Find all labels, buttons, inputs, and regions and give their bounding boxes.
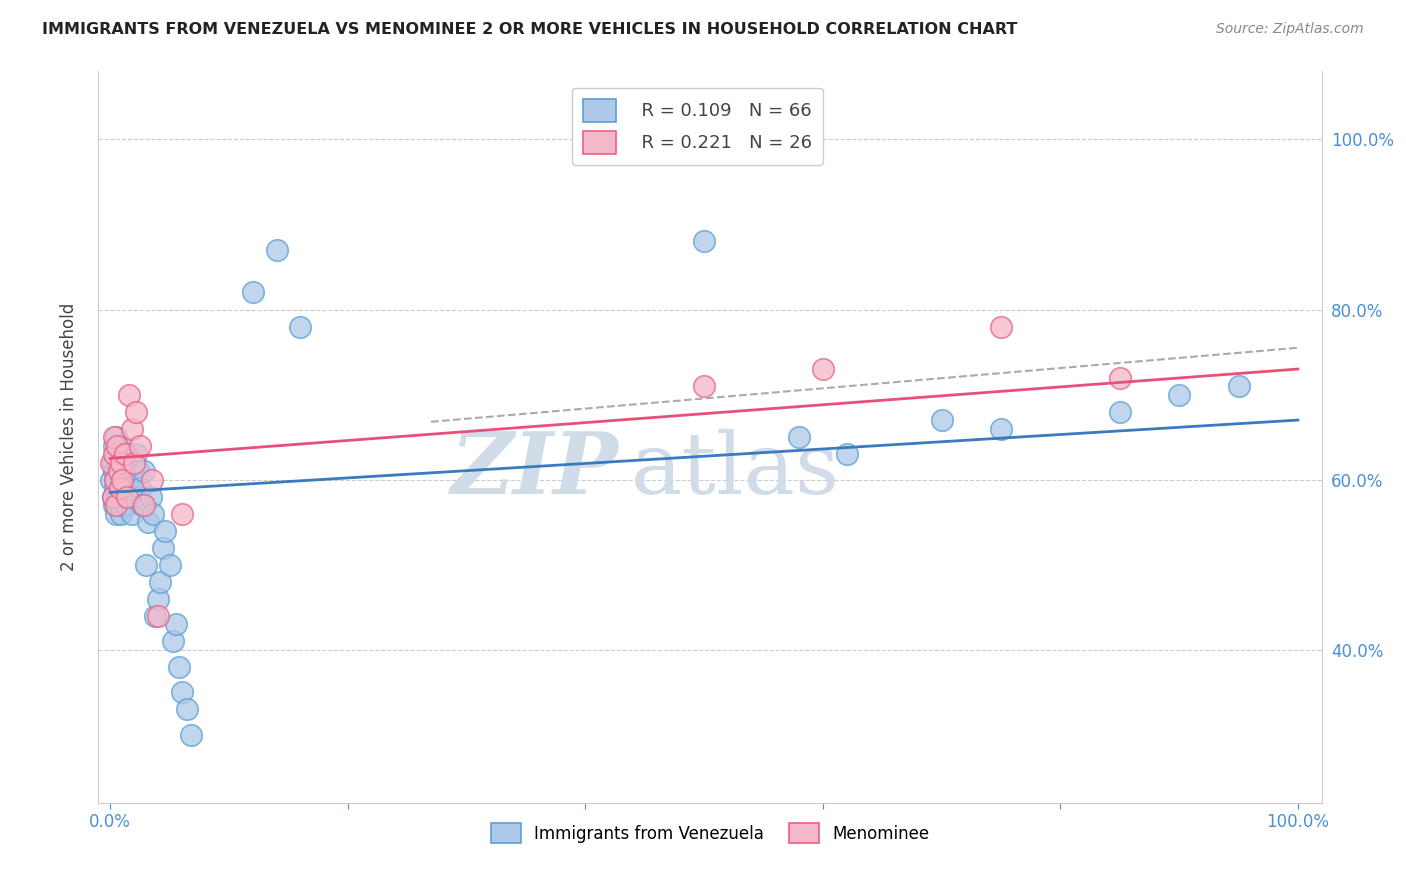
Point bbox=[111, 490, 134, 504]
Point bbox=[112, 456, 135, 470]
Text: atlas: atlas bbox=[630, 428, 839, 512]
Point bbox=[131, 498, 153, 512]
Point bbox=[105, 507, 128, 521]
Point bbox=[170, 685, 193, 699]
Point bbox=[149, 574, 172, 589]
Y-axis label: 2 or more Vehicles in Household: 2 or more Vehicles in Household bbox=[59, 303, 77, 571]
Point bbox=[100, 456, 122, 470]
Point bbox=[100, 473, 122, 487]
Point bbox=[110, 456, 132, 470]
Point bbox=[290, 319, 312, 334]
Point bbox=[165, 617, 187, 632]
Point bbox=[1227, 379, 1250, 393]
Point bbox=[693, 235, 716, 249]
Point bbox=[1108, 404, 1130, 418]
Point bbox=[139, 490, 162, 504]
Point bbox=[110, 447, 132, 461]
Point bbox=[135, 558, 157, 572]
Point bbox=[107, 456, 129, 470]
Point bbox=[124, 490, 146, 504]
Point bbox=[170, 507, 193, 521]
Point bbox=[121, 421, 143, 435]
Point bbox=[142, 507, 165, 521]
Point bbox=[105, 498, 128, 512]
Point bbox=[180, 728, 202, 742]
Point bbox=[104, 481, 127, 495]
Point bbox=[101, 490, 124, 504]
Point bbox=[127, 464, 149, 478]
Point bbox=[117, 490, 139, 504]
Point bbox=[811, 362, 834, 376]
Point bbox=[1108, 370, 1130, 384]
Point bbox=[132, 464, 155, 478]
Point bbox=[125, 404, 148, 418]
Point bbox=[136, 515, 159, 529]
Point bbox=[103, 464, 125, 478]
Point bbox=[122, 456, 145, 470]
Point bbox=[118, 473, 141, 487]
Text: IMMIGRANTS FROM VENEZUELA VS MENOMINEE 2 OR MORE VEHICLES IN HOUSEHOLD CORRELATI: IMMIGRANTS FROM VENEZUELA VS MENOMINEE 2… bbox=[42, 22, 1018, 37]
Point bbox=[107, 464, 129, 478]
Point bbox=[112, 473, 135, 487]
Point bbox=[125, 447, 148, 461]
Point bbox=[787, 430, 810, 444]
Point bbox=[152, 541, 174, 555]
Point bbox=[931, 413, 953, 427]
Point bbox=[146, 608, 169, 623]
Point bbox=[145, 608, 167, 623]
Point bbox=[121, 507, 143, 521]
Point bbox=[114, 447, 136, 461]
Point bbox=[114, 464, 136, 478]
Point bbox=[108, 498, 131, 512]
Point bbox=[107, 490, 129, 504]
Point bbox=[129, 481, 152, 495]
Point bbox=[835, 447, 858, 461]
Point bbox=[693, 379, 716, 393]
Point bbox=[121, 456, 143, 470]
Point bbox=[108, 481, 131, 495]
Point bbox=[162, 634, 184, 648]
Point bbox=[107, 464, 129, 478]
Text: Source: ZipAtlas.com: Source: ZipAtlas.com bbox=[1216, 22, 1364, 37]
Point bbox=[176, 702, 198, 716]
Point bbox=[110, 507, 132, 521]
Point bbox=[103, 430, 125, 444]
Point bbox=[132, 498, 155, 512]
Point bbox=[103, 439, 125, 453]
Point bbox=[101, 456, 124, 470]
Point bbox=[105, 473, 128, 487]
Point bbox=[115, 490, 138, 504]
Point bbox=[242, 285, 264, 300]
Point bbox=[167, 659, 190, 673]
Point bbox=[120, 481, 142, 495]
Point bbox=[103, 447, 125, 461]
Point bbox=[104, 447, 127, 461]
Point bbox=[101, 490, 124, 504]
Point bbox=[105, 430, 128, 444]
Point bbox=[103, 498, 125, 512]
Point bbox=[107, 439, 129, 453]
Point bbox=[990, 421, 1012, 435]
Text: ZIP: ZIP bbox=[450, 428, 619, 512]
Point bbox=[266, 243, 288, 257]
Point bbox=[1168, 387, 1191, 401]
Point bbox=[111, 473, 134, 487]
Point bbox=[153, 524, 176, 538]
Legend: Immigrants from Venezuela, Menominee: Immigrants from Venezuela, Menominee bbox=[484, 817, 936, 849]
Point bbox=[104, 473, 127, 487]
Point bbox=[159, 558, 181, 572]
Point bbox=[114, 481, 136, 495]
Point bbox=[990, 319, 1012, 334]
Point bbox=[115, 447, 138, 461]
Point bbox=[141, 473, 163, 487]
Point bbox=[108, 473, 131, 487]
Point bbox=[146, 591, 169, 606]
Point bbox=[107, 481, 129, 495]
Point bbox=[129, 439, 152, 453]
Point bbox=[122, 473, 145, 487]
Point bbox=[118, 387, 141, 401]
Point bbox=[114, 498, 136, 512]
Point bbox=[111, 439, 134, 453]
